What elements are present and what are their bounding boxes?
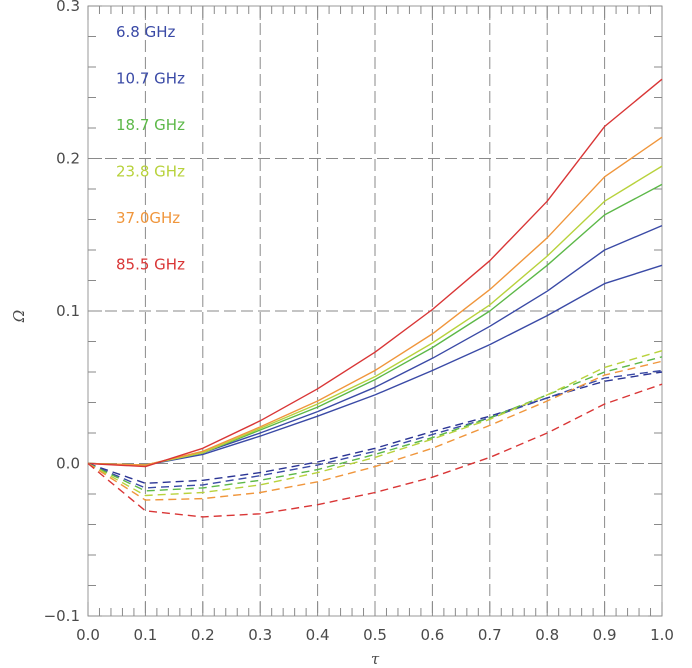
series-group bbox=[87, 78, 663, 518]
y-tick-label: 0.1 bbox=[56, 302, 80, 320]
series-line bbox=[87, 350, 663, 497]
legend-label: 10.7 GHz bbox=[116, 70, 185, 88]
series-line bbox=[87, 369, 663, 489]
legend-label: 37.0GHz bbox=[116, 209, 180, 227]
y-axis-title: Ω bbox=[10, 310, 28, 323]
x-tick-label: 0.4 bbox=[306, 626, 330, 644]
x-tick-label: 0.6 bbox=[420, 626, 444, 644]
series-line bbox=[87, 383, 663, 518]
y-tick-label: 0.0 bbox=[56, 455, 80, 473]
x-tick-label: 0.5 bbox=[363, 626, 387, 644]
series-line bbox=[87, 78, 663, 468]
x-tick-label: 0.2 bbox=[191, 626, 215, 644]
legend: 6.8 GHz 10.7 GHz 18.7 GHz 23.8 GHz 37.0GHz 85… bbox=[116, 23, 185, 274]
y-tick-label: −0.1 bbox=[44, 607, 80, 625]
series-line bbox=[87, 360, 663, 501]
legend-label: 23.8 GHz bbox=[116, 163, 185, 181]
x-tick-label: 0.8 bbox=[535, 626, 559, 644]
tick-labels: 0.0 0.1 0.2 0.3 0.4 0.5 0.6 0.7 0.8 0.9 1.0−0.10.0… bbox=[44, 0, 674, 644]
x-tick-label: 1.0 bbox=[650, 626, 674, 644]
series-line bbox=[87, 371, 663, 484]
series-line bbox=[87, 136, 663, 466]
x-tick-label: 0.7 bbox=[478, 626, 502, 644]
x-tick-label: 0.9 bbox=[593, 626, 617, 644]
y-tick-label: 0.2 bbox=[56, 150, 80, 168]
legend-label: 18.7 GHz bbox=[116, 116, 185, 134]
x-tick-label: 0.3 bbox=[248, 626, 272, 644]
series-line bbox=[87, 165, 663, 466]
x-tick-label: 0.1 bbox=[133, 626, 157, 644]
x-axis-title: τ bbox=[371, 650, 380, 668]
legend-label: 6.8 GHz bbox=[116, 23, 176, 41]
grid bbox=[88, 6, 662, 616]
legend-label: 85.5 GHz bbox=[116, 256, 185, 274]
y-tick-label: 0.3 bbox=[56, 0, 80, 15]
x-tick-label: 0.0 bbox=[76, 626, 100, 644]
series-line bbox=[87, 356, 663, 492]
series-line bbox=[87, 264, 663, 466]
